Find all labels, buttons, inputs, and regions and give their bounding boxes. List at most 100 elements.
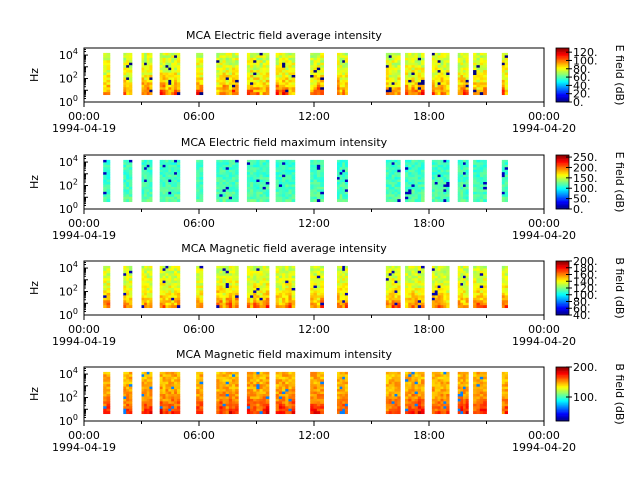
spectrogram-cell [504,65,508,69]
spectrogram-cell [460,295,464,299]
spectrogram-cell [342,411,346,415]
spectrogram-cell [476,302,481,306]
spectrogram-cell [262,268,267,272]
spectrogram-cell [126,196,130,200]
spectrogram-cell [394,273,398,277]
spectrogram-cell [463,191,467,195]
spectrogram-cell [159,265,163,269]
spectrogram-cell [463,184,467,188]
spectrogram-cell [199,182,204,185]
spectrogram-cell [259,376,264,380]
spectrogram-cell [337,82,341,86]
spectrogram-cell [106,186,111,190]
spectrogram-cell [222,278,227,282]
spectrogram-cell [339,285,343,289]
spectrogram-cell [344,189,348,193]
spectrogram-cell [385,270,390,274]
spectrogram-cell [253,70,257,73]
spectrogram-cell [408,162,412,166]
spectrogram-cell [129,381,133,385]
spectrogram-cell [278,194,283,198]
spectrogram-cell [504,285,508,289]
spectrogram-cell [275,167,280,171]
spectrogram-cell [316,401,321,405]
spectrogram-cell [504,268,508,272]
spectrogram-cell [222,292,227,296]
spectrogram-cell [235,295,239,299]
spectrogram-cell [479,92,484,96]
spectrogram-cell [291,186,296,190]
spectrogram-cell [339,283,343,286]
spectrogram-cell [222,290,227,294]
spectrogram-cell [162,92,166,96]
spectrogram-cell [275,52,280,56]
spectrogram-cell [394,389,398,392]
spectrogram-cell [337,196,341,200]
spectrogram-cell [123,82,127,86]
spectrogram-cell [337,60,341,64]
spectrogram-cell [262,164,267,168]
spectrogram-cell [342,386,346,390]
spectrogram-cell [408,194,412,198]
spectrogram-cell [103,79,107,83]
spectrogram-cell [278,79,283,83]
spectrogram-cell [174,159,178,163]
spectrogram-cell [231,82,236,86]
spectrogram-cell [291,177,296,180]
spectrogram-cell [431,182,436,185]
spectrogram-cell [250,265,254,269]
spectrogram-cell [149,292,153,296]
spectrogram-cell [388,283,393,286]
spectrogram-cell [440,184,444,188]
spectrogram-cell [141,389,145,392]
spectrogram-cell [385,275,390,279]
spectrogram-cell [103,406,107,410]
spectrogram-cell [342,55,346,59]
spectrogram-cell [265,401,270,405]
spectrogram-cell [408,169,412,173]
spectrogram-cell [339,411,343,415]
spectrogram-cell [483,75,487,78]
spectrogram-cell [316,302,321,306]
spectrogram-cell [144,391,148,395]
spectrogram-cell [310,374,314,378]
spectrogram-cell [463,177,467,180]
spectrogram-cell [388,72,393,76]
spectrogram-cell [476,184,481,188]
spectrogram-cell [228,174,233,178]
spectrogram-cell [231,172,236,176]
spectrogram-cell [337,295,341,299]
spectrogram-cell [460,177,464,180]
spectrogram-cell [408,283,412,286]
spectrogram-cell [460,275,464,279]
spectrogram-cell [339,270,343,274]
colorbar-swatch [556,175,569,177]
spectrogram-cell [288,82,293,86]
spectrogram-cell [339,162,343,166]
spectrogram-cell [199,79,204,83]
spectrogram-cell [159,401,163,405]
spectrogram-cell [388,57,393,61]
spectrogram-cell [388,285,393,289]
spectrogram-cell [342,167,346,171]
spectrogram-cell [176,371,181,375]
spectrogram-cell [457,290,461,294]
spectrogram-cell [126,278,130,282]
spectrogram-cell [291,297,296,301]
spectrogram-cell [176,384,181,388]
spectrogram-cell [443,295,447,299]
spectrogram-cell [146,77,150,81]
spectrogram-cell [149,87,153,91]
spectrogram-cell [476,297,481,301]
spectrogram-cell [291,75,296,78]
spectrogram-cell [408,52,412,56]
spectrogram-cell [504,92,508,96]
spectrogram-cell [394,278,398,282]
spectrogram-cell [216,297,220,301]
spectrogram-cell [342,62,346,66]
spectrogram-cell [434,265,439,269]
spectrogram-cell [408,275,412,279]
spectrogram-cell [443,70,447,73]
spectrogram-cell [165,70,169,73]
spectrogram-cell [443,67,447,71]
